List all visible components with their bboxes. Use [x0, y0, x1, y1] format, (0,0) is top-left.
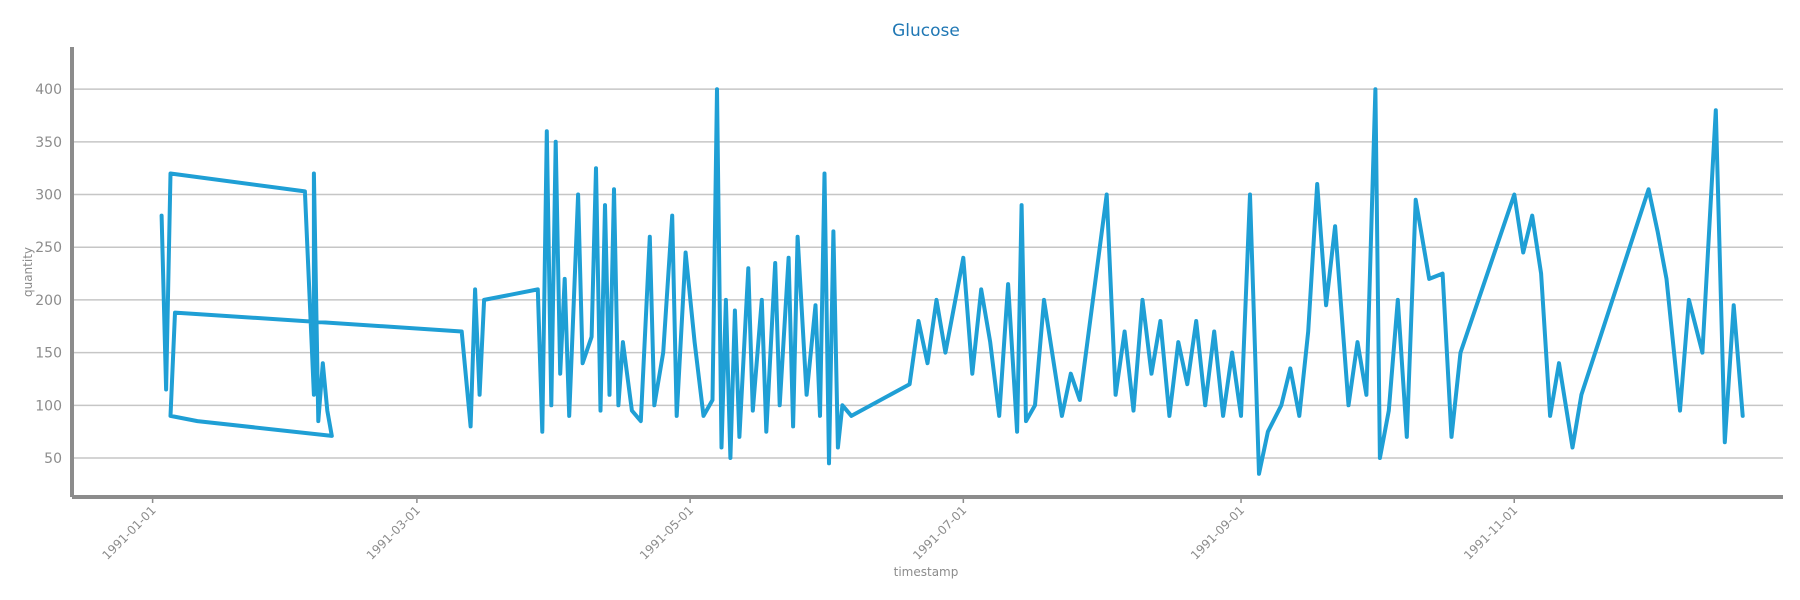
- x-tick-labels: 1991-01-01 1991-03-01 1991-05-01 1991-07-01…: [100, 497, 1520, 562]
- x-tick-label: 1991-09-01: [1188, 503, 1247, 562]
- y-tick-label: 400: [35, 82, 62, 98]
- y-tick-labels: 50 100 150 200 250 300 350 400: [35, 82, 62, 467]
- y-tick-label: 100: [35, 398, 62, 414]
- x-tick-label: 1991-01-01: [100, 503, 159, 562]
- x-axis-label: timestamp: [894, 565, 959, 579]
- series-layer: [159, 87, 1745, 476]
- y-tick-label: 350: [35, 135, 62, 151]
- x-tick-label: 1991-05-01: [637, 503, 696, 562]
- x-tick-label: 1991-11-01: [1461, 503, 1520, 562]
- gridlines: [72, 88, 1783, 459]
- y-tick-label: 250: [35, 240, 62, 256]
- glucose-series-line: [159, 87, 1745, 476]
- y-tick-label: 150: [35, 346, 62, 362]
- axes: [70, 47, 1783, 499]
- chart-title: Glucose: [892, 21, 960, 41]
- y-tick-label: 50: [44, 451, 62, 467]
- y-axis-label: quantity: [21, 247, 35, 297]
- y-tick-label: 300: [35, 188, 62, 204]
- y-tick-label: 200: [35, 293, 62, 309]
- x-tick-label: 1991-03-01: [364, 503, 423, 562]
- x-tick-label: 1991-07-01: [910, 503, 969, 562]
